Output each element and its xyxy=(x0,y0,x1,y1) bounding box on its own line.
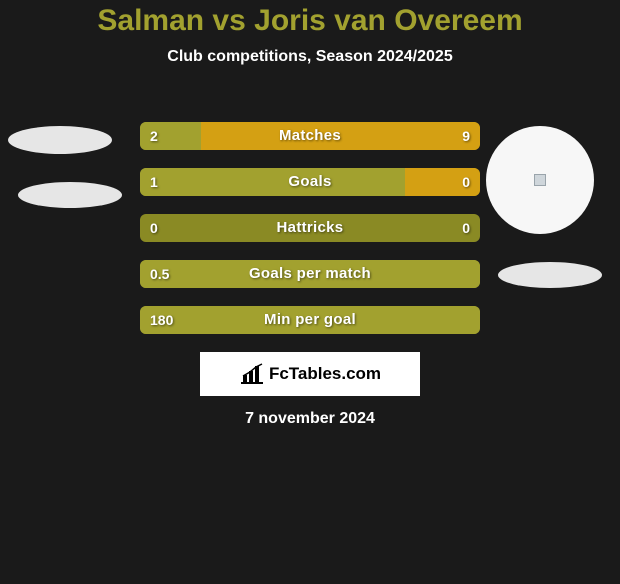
date-text: 7 november 2024 xyxy=(0,410,620,428)
subtitle: Club competitions, Season 2024/2025 xyxy=(0,48,620,66)
stat-label: Goals per match xyxy=(140,260,480,288)
stat-bars-area: 29Matches 10Goals 00Hattricks 0.5Goals per … xyxy=(0,122,620,428)
brand-box: FcTables.com xyxy=(200,352,420,396)
stat-row: 00Hattricks xyxy=(140,214,480,242)
stat-row: 10Goals xyxy=(140,168,480,196)
stat-row: 29Matches xyxy=(140,122,480,150)
brand-text: FcTables.com xyxy=(269,364,381,384)
stat-label: Matches xyxy=(140,122,480,150)
stat-row: 0.5Goals per match xyxy=(140,260,480,288)
stat-label: Min per goal xyxy=(140,306,480,334)
stat-label: Hattricks xyxy=(140,214,480,242)
stat-label: Goals xyxy=(140,168,480,196)
brand-bars-icon xyxy=(239,363,265,385)
page-title: Salman vs Joris van Overeem xyxy=(0,4,620,38)
brand-logo: FcTables.com xyxy=(239,363,381,385)
stat-row: 180Min per goal xyxy=(140,306,480,334)
